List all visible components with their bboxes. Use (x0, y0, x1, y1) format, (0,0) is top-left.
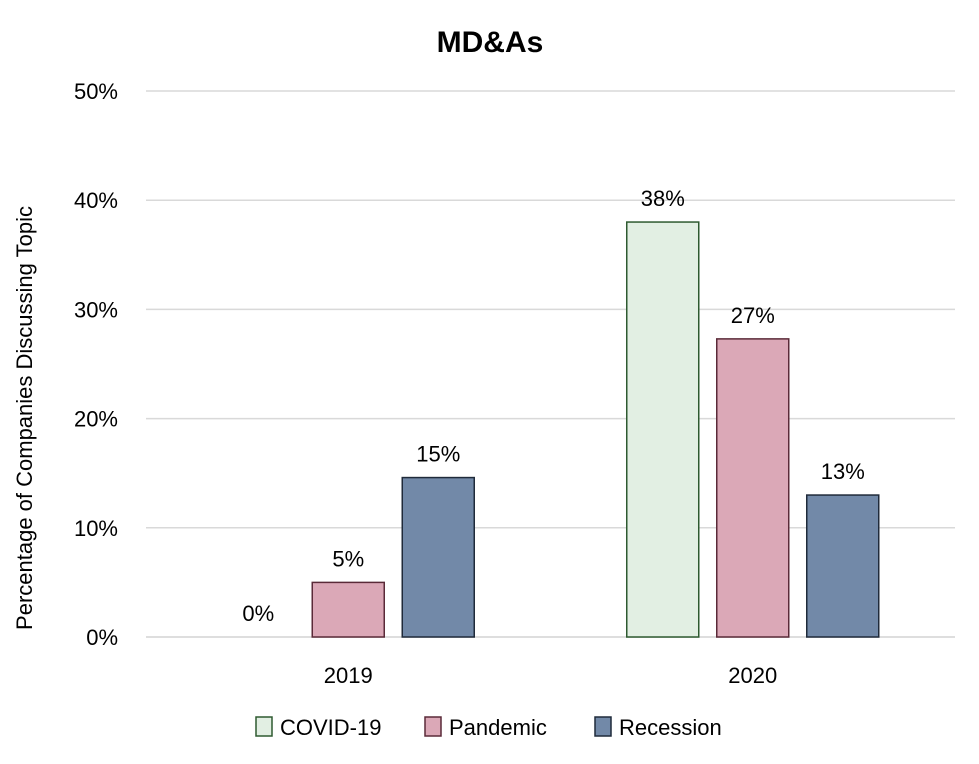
legend: COVID-19 Pandemic Recession (255, 715, 722, 740)
y-tick-label: 0% (86, 625, 118, 650)
y-tick-label: 40% (74, 188, 118, 213)
y-tick-label: 30% (74, 297, 118, 322)
x-tick-labels: 2019 2020 (324, 663, 777, 688)
chart-title: MD&As (437, 26, 544, 59)
bar-value-labels: 0% 5% 15% 38% 27% 13% (242, 186, 864, 626)
bar-value-label: 13% (821, 459, 865, 484)
y-axis-label: Percentage of Companies Discussing Topic (12, 206, 37, 630)
legend-label: Pandemic (449, 715, 547, 740)
bar-recession-2019 (401, 476, 475, 638)
y-tick-label: 10% (74, 516, 118, 541)
bar-pandemic-2019 (311, 581, 385, 638)
legend-label: COVID-19 (280, 715, 381, 740)
y-tick-label: 50% (74, 79, 118, 104)
legend-label: Recession (619, 715, 722, 740)
x-tick-label: 2020 (728, 663, 777, 688)
x-tick-label: 2019 (324, 663, 373, 688)
bar-pandemic-2020 (716, 338, 790, 638)
bars (311, 221, 880, 638)
bar-value-label: 0% (242, 601, 274, 626)
bar-recession-2020 (806, 494, 880, 638)
y-tick-label: 20% (74, 407, 118, 432)
bar-covid-19-2020 (626, 221, 700, 638)
legend-swatch-covid-19 (255, 716, 273, 737)
bar-value-label: 5% (332, 546, 364, 571)
legend-swatch-pandemic (424, 716, 442, 737)
bar-value-label: 38% (641, 186, 685, 211)
gridlines (146, 90, 955, 638)
bar-value-label: 27% (731, 303, 775, 328)
y-tick-labels: 0% 10% 20% 30% 40% 50% (74, 79, 118, 650)
bar-value-label: 15% (416, 442, 460, 467)
legend-swatch-recession (594, 716, 612, 737)
